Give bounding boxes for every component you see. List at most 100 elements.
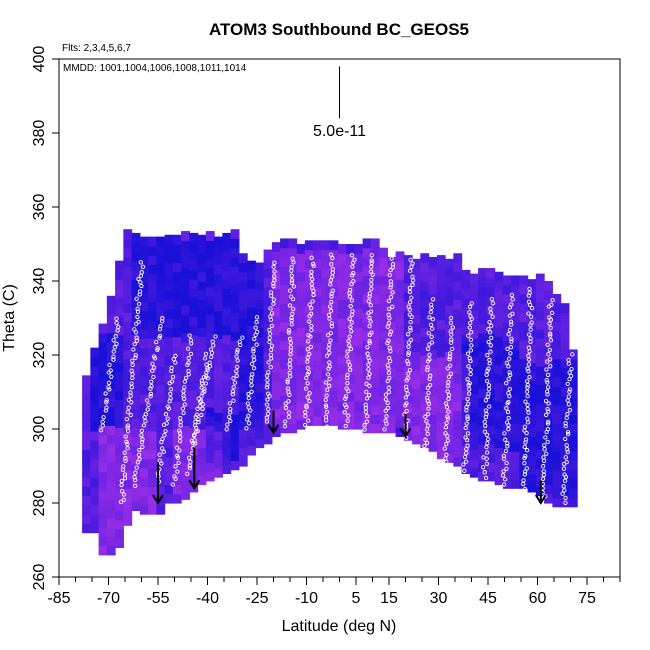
sample-point bbox=[527, 290, 532, 295]
sample-point bbox=[405, 391, 410, 396]
field-cell bbox=[82, 403, 91, 413]
field-cell bbox=[370, 284, 380, 295]
field-cell bbox=[181, 462, 190, 473]
sample-point bbox=[224, 427, 229, 432]
field-cell bbox=[139, 338, 149, 349]
field-cell bbox=[115, 353, 124, 363]
field-cell bbox=[544, 475, 553, 486]
field-cell bbox=[568, 358, 578, 369]
sample-point bbox=[425, 395, 430, 400]
sample-point bbox=[406, 371, 411, 376]
field-cell bbox=[535, 403, 545, 413]
sample-point bbox=[424, 440, 430, 446]
field-cell bbox=[436, 384, 446, 395]
sample-point bbox=[405, 359, 410, 364]
field-cell bbox=[354, 373, 364, 384]
field-cell bbox=[461, 343, 471, 354]
sample-point bbox=[135, 314, 140, 320]
sample-point bbox=[193, 415, 198, 420]
y-tick-label: 340 bbox=[31, 268, 48, 295]
field-cell bbox=[568, 386, 578, 397]
field-cell bbox=[313, 379, 322, 389]
field-cell bbox=[461, 306, 471, 317]
field-cell bbox=[172, 281, 182, 291]
field-cell bbox=[156, 310, 166, 321]
field-cell bbox=[486, 277, 496, 288]
field-cell bbox=[123, 284, 133, 295]
sample-point bbox=[116, 324, 121, 330]
sample-point bbox=[543, 412, 549, 418]
field-cell bbox=[106, 425, 116, 436]
field-cell bbox=[453, 290, 463, 301]
field-cell bbox=[494, 373, 504, 384]
field-cell bbox=[552, 358, 562, 369]
field-cell bbox=[172, 345, 182, 356]
sample-point bbox=[369, 253, 374, 258]
field-cell bbox=[255, 410, 265, 421]
sample-point bbox=[403, 395, 409, 400]
field-cell bbox=[189, 334, 199, 345]
field-cell bbox=[238, 447, 248, 458]
sample-point bbox=[485, 441, 490, 446]
sample-point bbox=[201, 374, 207, 380]
sample-point bbox=[545, 421, 551, 426]
field-cell bbox=[280, 238, 289, 249]
sample-point bbox=[305, 347, 311, 352]
sample-point bbox=[365, 414, 370, 419]
field-cell bbox=[230, 358, 240, 369]
field-cell bbox=[156, 440, 166, 450]
field-cell bbox=[502, 284, 512, 295]
field-cell bbox=[288, 404, 298, 415]
field-cell bbox=[280, 330, 289, 341]
field-cell bbox=[412, 406, 421, 417]
field-cell bbox=[271, 399, 281, 410]
field-cell bbox=[296, 373, 306, 384]
field-cell bbox=[354, 355, 364, 365]
field-cell bbox=[453, 271, 463, 282]
field-cell bbox=[82, 467, 91, 478]
sample-point bbox=[430, 326, 435, 331]
sample-point bbox=[482, 429, 488, 434]
field-cell bbox=[164, 318, 174, 328]
field-cell bbox=[304, 277, 314, 288]
field-cell bbox=[478, 360, 487, 371]
sample-point bbox=[521, 478, 526, 483]
field-cell bbox=[296, 382, 306, 393]
sample-point bbox=[132, 341, 137, 347]
sample-point bbox=[325, 372, 331, 377]
sample-point bbox=[160, 316, 165, 321]
sample-point bbox=[202, 386, 207, 392]
field-cell bbox=[247, 269, 256, 280]
field-cell bbox=[395, 269, 405, 280]
sample-point bbox=[130, 362, 135, 368]
y-tick-label: 300 bbox=[31, 416, 48, 443]
sample-point bbox=[482, 419, 487, 424]
field-cell bbox=[379, 330, 388, 341]
field-cell bbox=[436, 421, 446, 432]
field-cell bbox=[222, 353, 232, 363]
field-cell bbox=[222, 242, 232, 252]
field-cell bbox=[519, 284, 529, 295]
field-cell bbox=[436, 301, 446, 312]
field-cell bbox=[255, 271, 265, 282]
field-cell bbox=[469, 467, 479, 478]
field-cell bbox=[527, 380, 537, 391]
sample-point bbox=[484, 450, 490, 455]
field-cell bbox=[205, 453, 215, 463]
sample-point bbox=[425, 367, 430, 372]
field-cell bbox=[255, 382, 265, 393]
sample-point bbox=[133, 483, 138, 489]
field-cell bbox=[304, 314, 314, 325]
field-cell bbox=[123, 497, 133, 508]
sample-point bbox=[565, 398, 570, 403]
field-cell bbox=[486, 369, 496, 380]
field-cell bbox=[90, 495, 100, 506]
field-cell bbox=[387, 423, 397, 434]
sample-point bbox=[325, 387, 330, 393]
sample-point bbox=[323, 403, 329, 408]
sample-point bbox=[148, 394, 153, 399]
field-cell bbox=[560, 340, 570, 351]
field-cell bbox=[511, 460, 520, 471]
sample-point bbox=[309, 305, 314, 311]
